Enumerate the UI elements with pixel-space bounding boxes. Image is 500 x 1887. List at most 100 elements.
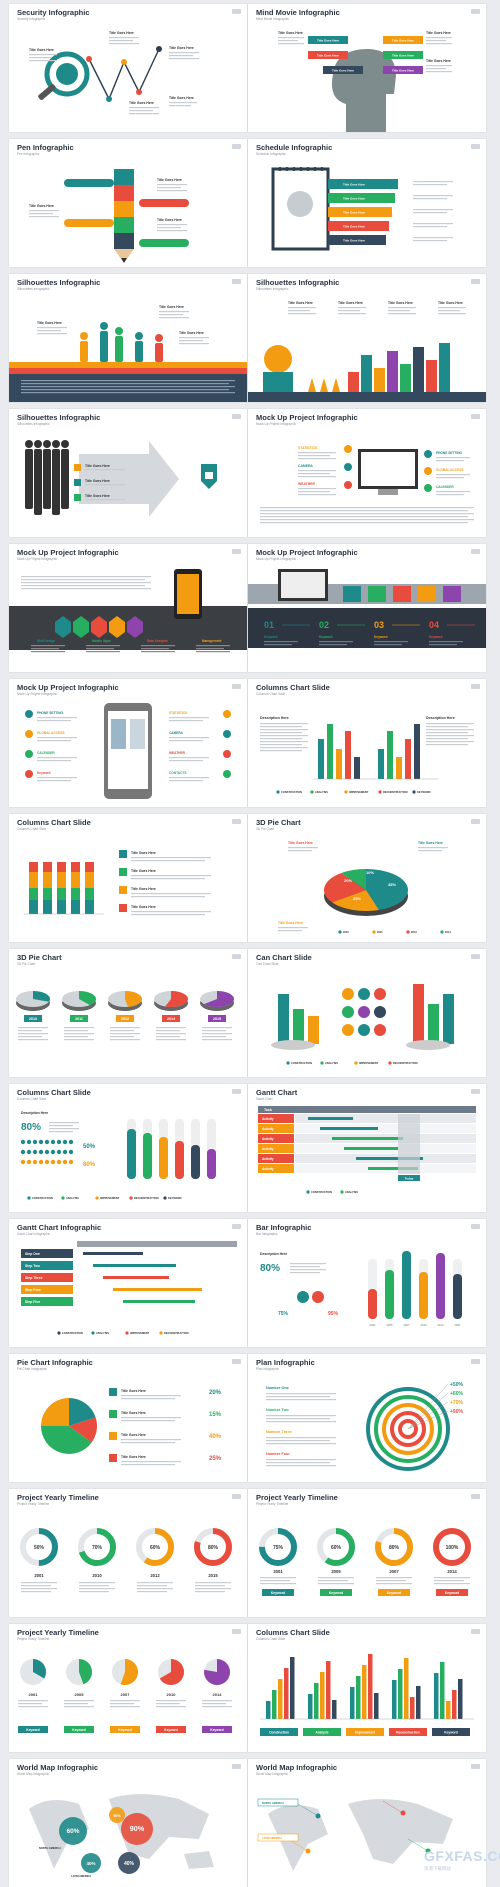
slide-subtitle: Pie Chart Infographic <box>17 1367 47 1371</box>
label: Number Two <box>266 1408 289 1412</box>
slide-title: Mock Up Project Infographic <box>17 683 119 692</box>
slide-number-badge <box>232 1224 241 1229</box>
legend-label: ANALYSIS <box>96 1331 109 1335</box>
legend-label: CONSTRUCTION <box>291 1061 312 1065</box>
label: Title Goes Here <box>392 39 414 43</box>
label: Title Goes Here <box>343 239 365 243</box>
label: +50% <box>450 1382 463 1388</box>
slide-graphic: Task Activity Activity Activity Activity Acti… <box>258 1106 476 1194</box>
slide-title: Schedule Infographic <box>256 143 333 152</box>
label: Keyword <box>271 1591 285 1595</box>
legend-label: RECONSTRUCTION <box>383 790 408 794</box>
slide-graphic: CONSTRUCTION ANALYSIS IMPROVEMENT RECONSTRU… <box>271 984 454 1065</box>
label: Title Goes Here <box>121 1411 146 1415</box>
label: 2014 <box>167 1017 175 1021</box>
watermark: GFXFAS.COM 资源下载网站 <box>424 1844 500 1878</box>
slide-number-badge <box>471 684 480 689</box>
label: Title Goes Here <box>131 887 156 891</box>
label: Step Three <box>25 1276 43 1280</box>
slide-24: 75% 2001 Keyword 60% 2005 Keyword 80% 2007 Keywo… <box>248 1489 486 1617</box>
slide-title: Project Yearly Timeline <box>256 1493 338 1502</box>
label: Title Goes Here <box>343 183 365 187</box>
slide-21: Title Goes Here 20% Title Goes Here 15% Titl… <box>9 1354 247 1482</box>
legend-label: CONSTRUCTION <box>311 1190 332 1194</box>
label: Title Goes Here <box>37 321 62 325</box>
label: 50% <box>34 1545 45 1551</box>
label: Keyword <box>26 1728 40 1732</box>
label: GLOBAL ACCESS <box>37 731 64 735</box>
label: CONTACTS <box>169 771 186 775</box>
slide-2: Title Goes Here Title Goes Here Title Goes… <box>248 4 486 132</box>
label: 75% <box>278 1311 289 1317</box>
slide-graphic: Description Here 80% 50% 80% CONSTRUCTION ANA… <box>20 1111 216 1200</box>
legend-label: ANALYSIS <box>345 1190 358 1194</box>
legend-label: RECONSTRUCTION <box>393 1061 418 1065</box>
label: Title Goes Here <box>418 841 443 845</box>
label: Title Goes Here <box>426 59 451 63</box>
label: 50% <box>83 1144 96 1150</box>
label: STATISTICS <box>298 446 318 450</box>
slide-subtitle: Schedule Infographic <box>256 152 286 156</box>
slide-title: Mock Up Project Infographic <box>256 548 358 557</box>
label: Keyword <box>387 1591 401 1595</box>
slide-title: 3D Pie Chart <box>256 818 301 827</box>
label: 2001 <box>273 1569 283 1574</box>
label: WEATHER <box>298 482 315 486</box>
slide-number-badge <box>232 9 241 14</box>
label: Title Goes Here <box>29 204 54 208</box>
label: 2007 <box>403 1323 410 1327</box>
legend-label: IMPROVEMENT <box>100 1196 120 1200</box>
label: LATIN AMERICA <box>262 1836 282 1840</box>
label: 03 <box>374 620 384 630</box>
label: Title Goes Here <box>159 305 184 309</box>
label: Today <box>405 1177 414 1181</box>
slide-title: World Map Infographic <box>256 1763 338 1772</box>
label: +70% <box>450 1400 463 1406</box>
slide-18: Task Activity Activity Activity Activity Acti… <box>248 1084 486 1212</box>
slide-subtitle: Columns Chart Slide <box>17 827 47 831</box>
label: Management <box>202 639 222 643</box>
slide-19: Step One Step Two Step Three Step Four Step … <box>9 1219 247 1347</box>
label: Title Goes Here <box>121 1455 146 1459</box>
slide-title: Columns Chart Slide <box>256 1628 330 1637</box>
label: Keyword <box>329 1591 343 1595</box>
legend-label: CONSTRUCTION <box>281 790 302 794</box>
slide-subtitle: Project Yearly Timeline <box>256 1502 289 1506</box>
slide-subtitle: World Map Infographic <box>17 1772 50 1776</box>
slide-17: Description Here 80% 50% 80% CONSTRUCTION ANA… <box>9 1084 247 1212</box>
slide-title: Gantt Chart Infographic <box>17 1223 102 1232</box>
label: 25% <box>209 1456 222 1462</box>
label: WEATHER <box>169 751 186 755</box>
slide-graphic: Construction Analysis Improvement Reconstru… <box>260 1654 474 1736</box>
label: Activity <box>262 1137 274 1141</box>
label: Title Goes Here <box>388 301 413 305</box>
slide-14: 45% 20% 25% 10% Title Goes Here Title Goes He… <box>248 814 486 942</box>
slide-subtitle: Project Yearly Timeline <box>17 1637 50 1641</box>
label: Step Two <box>25 1264 40 1268</box>
slide-graphic: 45% 20% 25% 10% Title Goes Here Title Goes He… <box>278 841 451 934</box>
slide-number-badge <box>232 1764 241 1769</box>
label: Keyword <box>210 1728 224 1732</box>
legend-label: 2012 <box>411 930 417 934</box>
legend-label: RECONSTRUCTION <box>134 1196 159 1200</box>
slide-subtitle: Mind Movie Infographic <box>256 17 289 21</box>
label: Activity <box>262 1127 274 1131</box>
label: Title Goes Here <box>278 921 303 925</box>
slide-1: Title Goes Here Title Goes Here Title Goes… <box>9 4 247 132</box>
slide-number-badge <box>471 9 480 14</box>
slide-number-badge <box>471 1764 480 1769</box>
label: 2012 <box>150 1573 160 1578</box>
slide-subtitle: Gantt Chart Infographic <box>17 1232 51 1236</box>
slide-16: CONSTRUCTION ANALYSIS IMPROVEMENT RECONSTRU… <box>248 949 486 1077</box>
slide-number-badge <box>232 414 241 419</box>
label: Activity <box>262 1157 274 1161</box>
slide-subtitle: Gantt Chart <box>256 1097 273 1101</box>
label: Title Goes Here <box>179 331 204 335</box>
slide-subtitle: World Map Infographic <box>256 1772 289 1776</box>
slide-subtitle: Columns Chart Slide <box>256 692 286 696</box>
legend-label: 2014 <box>445 930 451 934</box>
slide-graphic: NORTH AMERICA LATIN AMERICA <box>257 1798 453 1871</box>
slide-subtitle: Silhouettes Infographic <box>256 287 289 291</box>
slide-graphic: STATISTICS CAMERA WEATHER PHONE SETTING GLOB… <box>260 445 474 524</box>
